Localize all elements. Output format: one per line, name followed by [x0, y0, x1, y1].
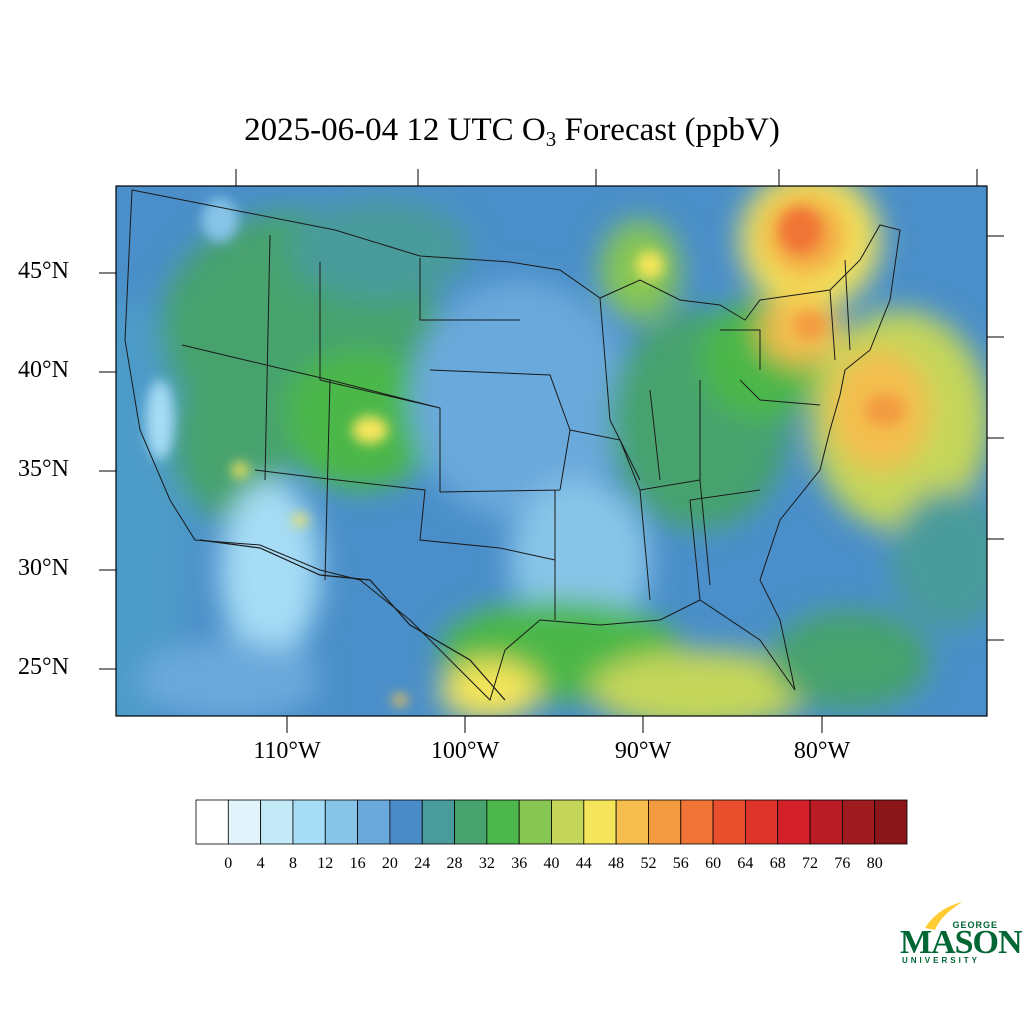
- logo-university-text: UNIVERSITY: [902, 956, 981, 965]
- map-title: 2025-06-04 12 UTC O3 Forecast (ppbV): [244, 112, 780, 151]
- colorbar-tick-label: 36: [511, 855, 528, 872]
- colorbar-tick-label: 48: [608, 855, 625, 872]
- colorbar-tick-label: 68: [769, 855, 786, 872]
- colorbar-tick-label: 24: [414, 855, 431, 872]
- colorbar-tick-label: 56: [672, 855, 689, 872]
- colorbar-swatch: [745, 799, 779, 845]
- left-ticks: [99, 272, 116, 670]
- george-mason-logo: GEORGE MASON UNIVERSITY: [896, 898, 1023, 968]
- colorbar-swatch: [324, 799, 358, 845]
- lat-label: 45°N: [18, 258, 69, 284]
- lat-label: 25°N: [18, 654, 69, 680]
- colorbar-swatch: [227, 799, 262, 845]
- colorbar-swatch: [551, 799, 585, 845]
- map-frame: [115, 185, 988, 717]
- colorbar-swatch: [357, 799, 391, 845]
- logo-mason-text: MASON: [900, 924, 1023, 961]
- lat-label: 35°N: [18, 456, 69, 482]
- colorbar-swatch: [518, 799, 552, 845]
- colorbar-tick-label: 16: [349, 855, 366, 872]
- colorbar: [195, 799, 908, 845]
- right-ticks: [987, 235, 1004, 641]
- state-boundaries: [124, 189, 901, 701]
- colorbar-tick-label: 4: [256, 855, 265, 872]
- mason-logo-swoosh: [925, 902, 962, 930]
- colorbar-tick-label: 28: [446, 855, 463, 872]
- bottom-ticks: [286, 716, 823, 733]
- lon-label: 80°W: [793, 738, 851, 764]
- colorbar-swatch: [680, 799, 714, 845]
- colorbar-swatch: [712, 799, 746, 845]
- colorbar-tick-label: 8: [289, 855, 297, 872]
- colorbar-swatch: [583, 799, 617, 845]
- colorbar-tick-label: 0: [224, 855, 233, 872]
- lat-label: 30°N: [18, 555, 69, 581]
- ozone-field: [116, 186, 987, 716]
- logo-george-text: GEORGE: [952, 920, 998, 930]
- colorbar-tick-label: 44: [575, 855, 592, 872]
- colorbar-swatch: [777, 799, 811, 845]
- colorbar-tick-label: 32: [478, 855, 495, 872]
- canada-mexico-border: [199, 539, 506, 701]
- lat-label: 40°N: [18, 357, 69, 383]
- colorbar-tick-label: 52: [640, 855, 657, 872]
- lon-label: 110°W: [253, 738, 321, 764]
- colorbar-swatch: [421, 799, 455, 845]
- colorbar-swatch: [648, 799, 682, 845]
- colorbar-swatch: [292, 799, 326, 845]
- colorbar-swatch: [260, 799, 294, 845]
- colorbar-tick-label: 60: [705, 855, 722, 872]
- lon-label: 100°W: [430, 738, 500, 764]
- colorbar-swatch: [486, 799, 520, 845]
- colorbar-tick-label: 72: [802, 855, 818, 872]
- colorbar-tick-label: 40: [543, 855, 560, 872]
- colorbar-tick-label: 20: [381, 855, 398, 872]
- colorbar-swatch: [615, 799, 649, 845]
- colorbar-swatch: [809, 799, 843, 845]
- colorbar-tick-label: 80: [866, 855, 883, 872]
- colorbar-tick-label: 64: [737, 855, 754, 872]
- colorbar-swatch: [389, 799, 423, 845]
- colorbar-tick-label: 76: [834, 855, 851, 872]
- colorbar-tick-label: 12: [317, 855, 334, 872]
- top-ticks: [235, 169, 978, 186]
- lon-label: 90°W: [614, 738, 672, 764]
- colorbar-swatch: [841, 799, 876, 845]
- colorbar-swatch: [454, 799, 488, 845]
- colorbar-swatch: [195, 799, 229, 845]
- colorbar-swatch: [874, 799, 908, 845]
